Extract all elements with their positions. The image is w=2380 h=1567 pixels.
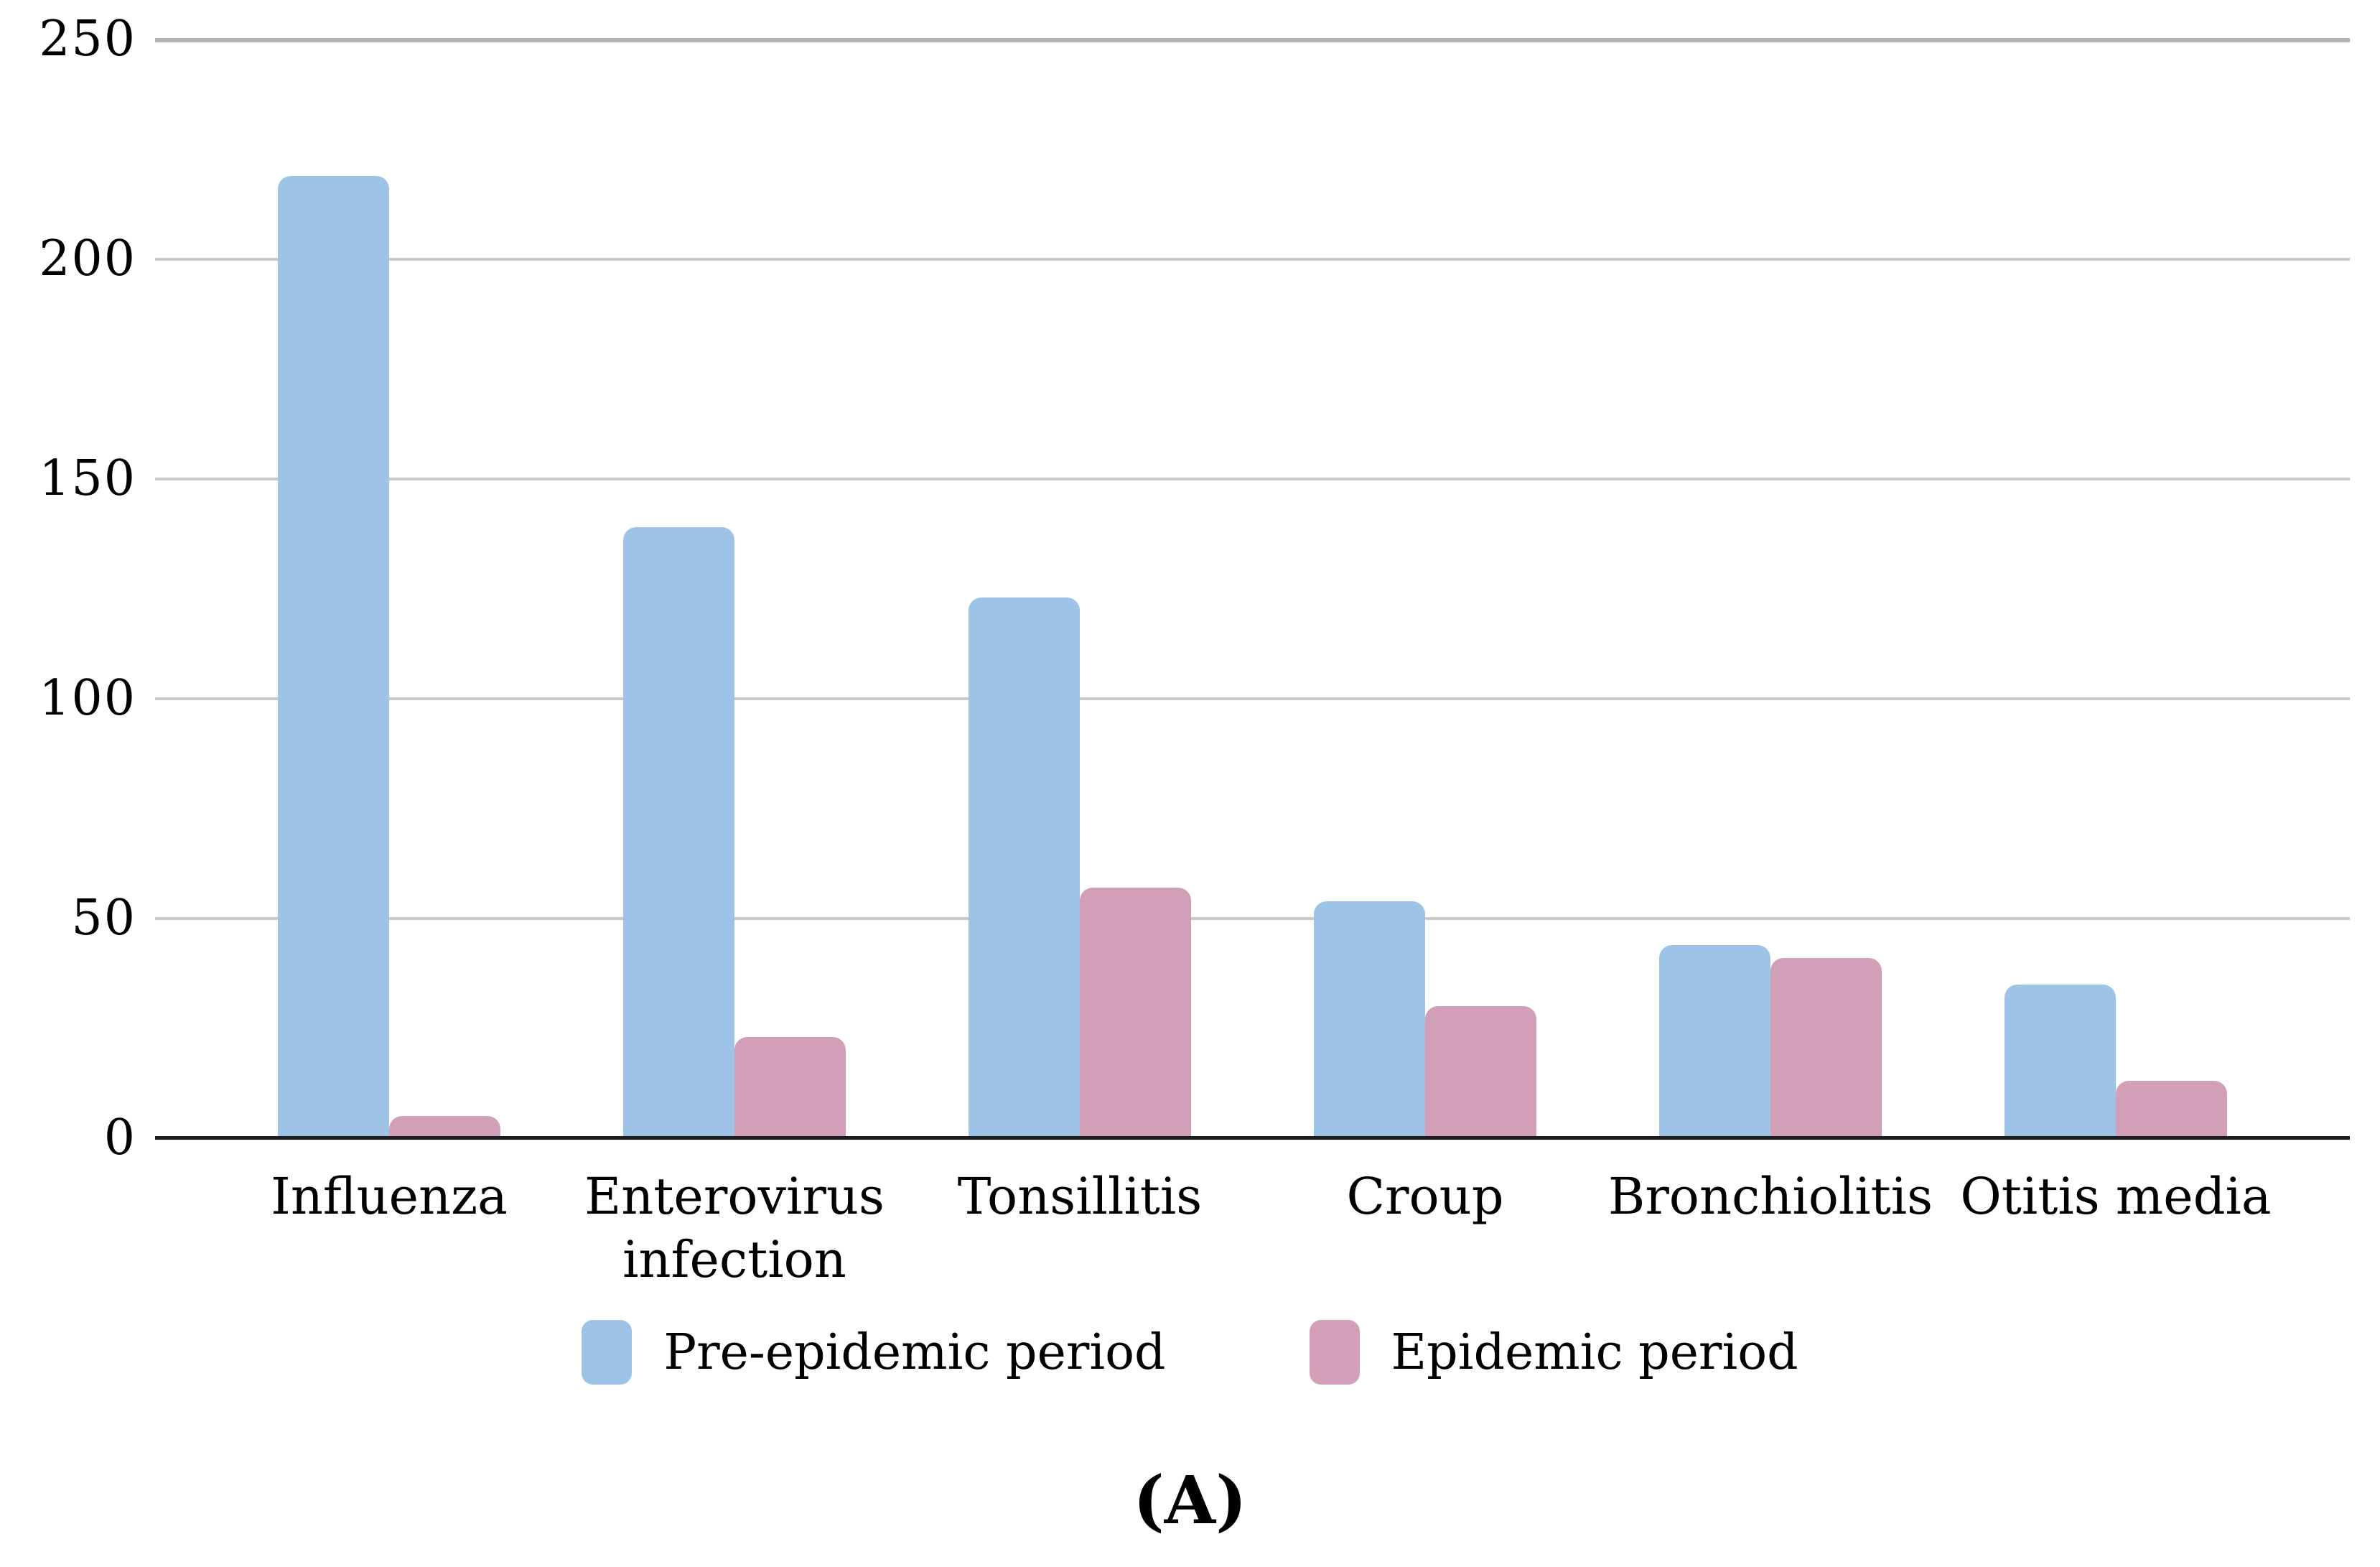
legend-item-pre-epidemic-period: Pre-epidemic period xyxy=(582,1320,1166,1385)
bar-enterovirus-infection-pre-epidemic-period xyxy=(623,527,734,1138)
y-tick-label-150: 150 xyxy=(39,450,136,507)
legend-swatch-icon xyxy=(582,1320,633,1385)
gridline-50 xyxy=(155,917,2350,920)
legend-label: Pre-epidemic period xyxy=(663,1324,1166,1381)
x-label-influenza: Influenza xyxy=(271,1167,508,1226)
bar-bronchiolitis-epidemic-period xyxy=(1770,958,1882,1138)
y-tick-label-200: 200 xyxy=(39,231,136,287)
x-label-croup: Croup xyxy=(1346,1167,1504,1226)
bar-bronchiolitis-pre-epidemic-period xyxy=(1659,945,1770,1138)
x-label-otitis-media: Otitis media xyxy=(1960,1167,2272,1226)
x-label-enterovirus-infection: Enterovirus infection xyxy=(584,1167,885,1289)
legend-item-epidemic-period: Epidemic period xyxy=(1309,1320,1798,1385)
chart-legend: Pre-epidemic period Epidemic period xyxy=(0,1320,2380,1385)
y-tick-label-50: 50 xyxy=(71,890,136,947)
gridline-100 xyxy=(155,697,2350,700)
figure-caption: (A) xyxy=(1133,1461,1247,1539)
bar-otitis-media-pre-epidemic-period xyxy=(2005,985,2116,1138)
y-tick-label-0: 0 xyxy=(103,1110,136,1166)
legend-label: Epidemic period xyxy=(1391,1324,1798,1381)
gridline-200 xyxy=(155,258,2350,261)
x-label-tonsillitis: Tonsillitis xyxy=(957,1167,1203,1226)
legend-swatch-icon xyxy=(1309,1320,1360,1385)
bar-enterovirus-infection-epidemic-period xyxy=(734,1037,846,1138)
bar-croup-epidemic-period xyxy=(1425,1006,1536,1138)
y-tick-label-100: 100 xyxy=(39,670,136,727)
y-tick-label-250: 250 xyxy=(39,11,136,68)
plot-area xyxy=(155,38,2350,1140)
bar-tonsillitis-pre-epidemic-period xyxy=(969,597,1080,1138)
bar-otitis-media-epidemic-period xyxy=(2116,1081,2227,1138)
bar-influenza-pre-epidemic-period xyxy=(278,176,389,1138)
x-label-bronchiolitis: Bronchiolitis xyxy=(1607,1167,1933,1226)
bar-influenza-epidemic-period xyxy=(389,1116,500,1138)
x-axis-line xyxy=(155,1136,2350,1140)
bar-tonsillitis-epidemic-period xyxy=(1080,888,1191,1138)
bar-croup-pre-epidemic-period xyxy=(1314,901,1425,1138)
gridline-250 xyxy=(155,38,2350,42)
gridline-150 xyxy=(155,478,2350,480)
y-axis-tick-labels: 0 50 100 150 200 250 xyxy=(0,0,136,1567)
